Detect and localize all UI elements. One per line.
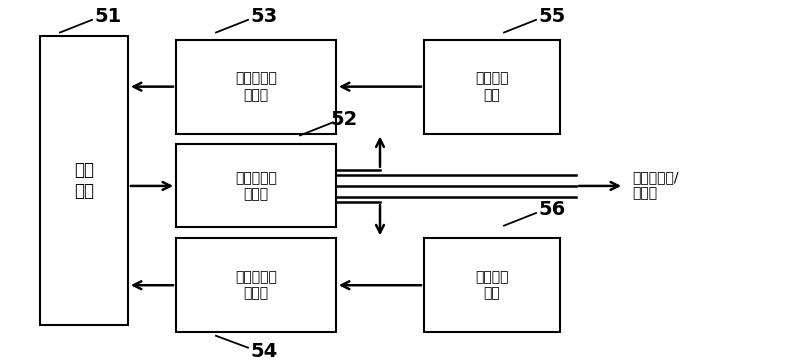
Bar	[176, 40, 336, 134]
Bar	[424, 40, 560, 134]
Text: 51: 51	[94, 7, 122, 26]
Text: 控制
单元: 控制 单元	[74, 161, 94, 200]
Bar	[40, 36, 128, 325]
Text: 56: 56	[538, 200, 566, 219]
Bar	[176, 238, 336, 332]
Text: 54: 54	[250, 342, 278, 361]
Text: 53: 53	[250, 7, 278, 26]
Text: 至采集装置/
射线源: 至采集装置/ 射线源	[632, 170, 678, 200]
Bar	[176, 144, 336, 228]
Text: 52: 52	[330, 110, 358, 129]
Text: 第二驱动
电机: 第二驱动 电机	[475, 270, 509, 300]
Text: 55: 55	[538, 7, 566, 26]
Text: 角度信息获
取单元: 角度信息获 取单元	[235, 270, 277, 300]
Text: 第一驱动
电机: 第一驱动 电机	[475, 72, 509, 102]
Text: 高度信息获
取单元: 高度信息获 取单元	[235, 72, 277, 102]
Bar	[424, 238, 560, 332]
Text: 触发信号产
生单元: 触发信号产 生单元	[235, 171, 277, 201]
